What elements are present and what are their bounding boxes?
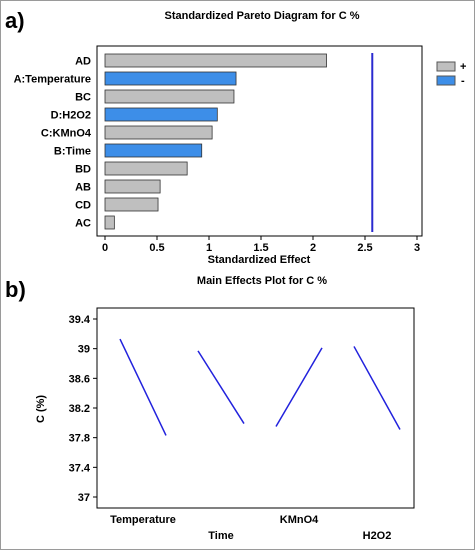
main-effects-line-time (197, 350, 245, 424)
main-effects-line-temperature (119, 338, 167, 436)
pareto-label-cd: CD (75, 200, 91, 212)
pareto-x-axis-label: Standardized Effect (208, 254, 311, 266)
pareto-label-c-kmno4: C:KMnO4 (41, 128, 92, 140)
pareto-label-b-time: B:Time (54, 146, 91, 158)
pareto-bar-cd (104, 197, 159, 212)
main-effects-ytick-38-2: 38.2 (69, 403, 90, 415)
pareto-label-bc: BC (75, 92, 91, 104)
main-effects-factor-labels: Temperature Time KMnO4 H2O2 (110, 514, 391, 542)
main-effects-factor-time: Time (208, 530, 233, 542)
main-effects-ytick-37-4: 37.4 (69, 462, 91, 474)
pareto-label-ac: AC (75, 218, 91, 230)
pareto-bar-b-time (104, 143, 203, 158)
pareto-label-a-temperature: A:Temperature (14, 74, 91, 86)
main-effects-title: Main Effects Plot for C % (197, 275, 327, 287)
main-effects-ytick-37-8: 37.8 (69, 433, 90, 445)
pareto-bar-ac (104, 215, 115, 230)
pareto-xtick-2: 2 (310, 242, 316, 254)
legend-positive-label: + (460, 61, 466, 73)
pareto-category-labels: AD A:Temperature BC D:H2O2 C:KMnO4 B:Time BD AB… (14, 56, 92, 230)
main-effects-ytick-39-4: 39.4 (69, 314, 91, 326)
pareto-xtick-3: 3 (414, 242, 420, 254)
pareto-label-d-h2o2: D:H2O2 (51, 110, 91, 122)
pareto-xtick-2-5: 2.5 (357, 242, 372, 254)
pareto-label-ab: AB (75, 182, 91, 194)
legend-positive-swatch (436, 61, 456, 72)
main-effects-y-ticks: 39.4 39 38.6 38.2 37.8 37.4 37 (69, 314, 97, 504)
main-effects-line-kmno4 (275, 347, 323, 427)
pareto-legend: + - (436, 61, 466, 87)
pareto-xtick-1-5: 1.5 (253, 242, 268, 254)
pareto-bar-d-h2o2 (104, 107, 218, 122)
pareto-title: Standardized Pareto Diagram for C % (165, 10, 360, 22)
pareto-bar-c-kmno4 (104, 125, 213, 140)
pareto-xtick-0: 0 (102, 242, 108, 254)
main-effects-y-axis-label: C (%) (35, 395, 47, 423)
pareto-bar-a-temperature (104, 71, 237, 86)
legend-negative-swatch (436, 75, 456, 86)
main-effects-ytick-38-6: 38.6 (69, 373, 90, 385)
pareto-bar-ad (104, 53, 327, 68)
pareto-x-ticks: 0 0.5 1 1.5 2 2.5 3 (102, 236, 420, 254)
pareto-bar-bc (104, 89, 235, 104)
pareto-label-bd: BD (75, 164, 91, 176)
main-effects-lines (119, 338, 401, 436)
main-effects-ytick-37: 37 (78, 492, 90, 504)
main-effects-ytick-39: 39 (78, 344, 90, 356)
main-effects-factor-temperature: Temperature (110, 514, 176, 526)
pareto-xtick-1: 1 (206, 242, 212, 254)
main-effects-plot-area (96, 307, 415, 509)
panel-b-label: b) (5, 277, 26, 302)
main-effects-line-h2o2 (353, 346, 401, 430)
pareto-bar-ab (104, 179, 161, 194)
pareto-label-ad: AD (75, 56, 91, 68)
pareto-bar-bd (104, 161, 188, 176)
pareto-xtick-0-5: 0.5 (149, 242, 164, 254)
pareto-bars (104, 53, 327, 230)
main-effects-factor-kmno4: KMnO4 (280, 514, 319, 526)
main-effects-factor-h2o2: H2O2 (363, 530, 392, 542)
panel-a-label: a) (5, 8, 25, 33)
legend-negative-label: - (461, 75, 465, 87)
